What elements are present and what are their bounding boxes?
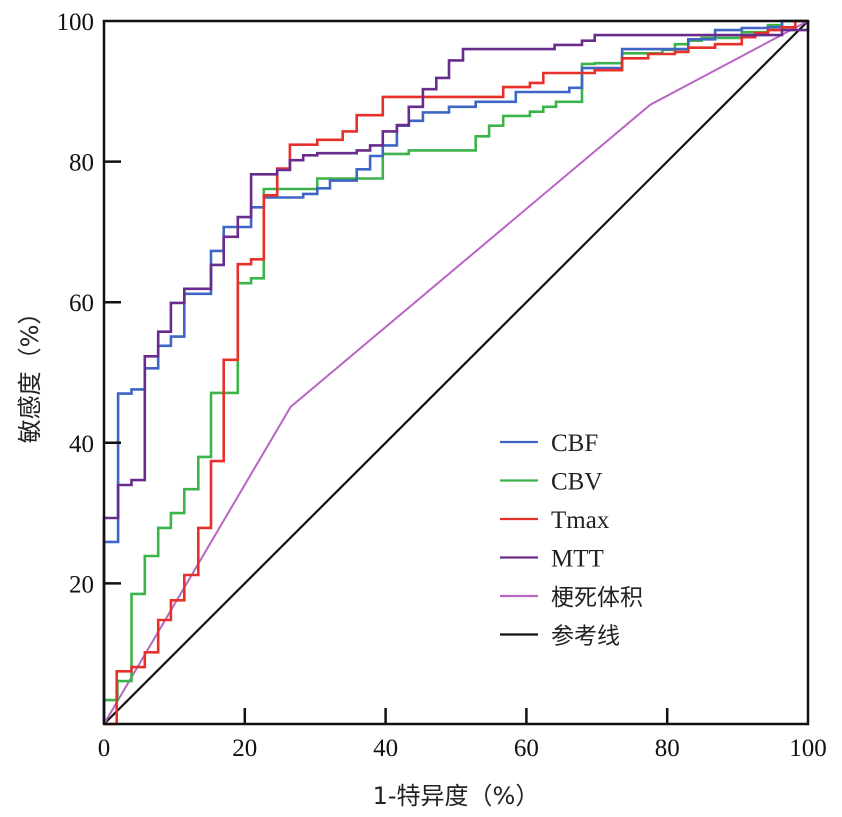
x-tick-label: 0	[98, 735, 111, 762]
legend-label: 参考线	[551, 624, 620, 650]
series-line-1	[102, 19, 808, 724]
legend-label: 梗死体积	[551, 585, 643, 611]
series-line-2	[104, 19, 808, 726]
x-tick-label: 100	[789, 735, 827, 762]
y-ticks: 20 40 60 80 100	[57, 9, 121, 598]
series-line-0	[102, 19, 808, 724]
plot-lines	[102, 19, 810, 726]
x-tick-label: 80	[655, 735, 680, 762]
x-tick-label: 60	[514, 735, 539, 762]
y-tick-label: 80	[69, 150, 94, 177]
legend-label: Tmax	[551, 507, 610, 534]
x-tick-label: 40	[373, 735, 398, 762]
legend-label: CBF	[551, 430, 598, 457]
legend-label: CBV	[551, 469, 602, 496]
x-tick-label: 20	[232, 735, 257, 762]
x-ticks: 0 20 40 60 80 100	[98, 708, 827, 762]
plot-frame	[102, 19, 810, 726]
y-tick-label: 20	[69, 571, 94, 598]
series-line-3	[102, 21, 810, 724]
y-tick-label: 100	[57, 9, 95, 36]
legend-label: MTT	[551, 546, 604, 573]
x-axis-title: 1-特异度（%）	[373, 782, 540, 810]
y-tick-label: 60	[69, 290, 94, 317]
y-tick-label: 40	[69, 431, 94, 458]
y-axis-title: 敏感度（%）	[16, 301, 44, 444]
series-line-5	[103, 20, 809, 725]
